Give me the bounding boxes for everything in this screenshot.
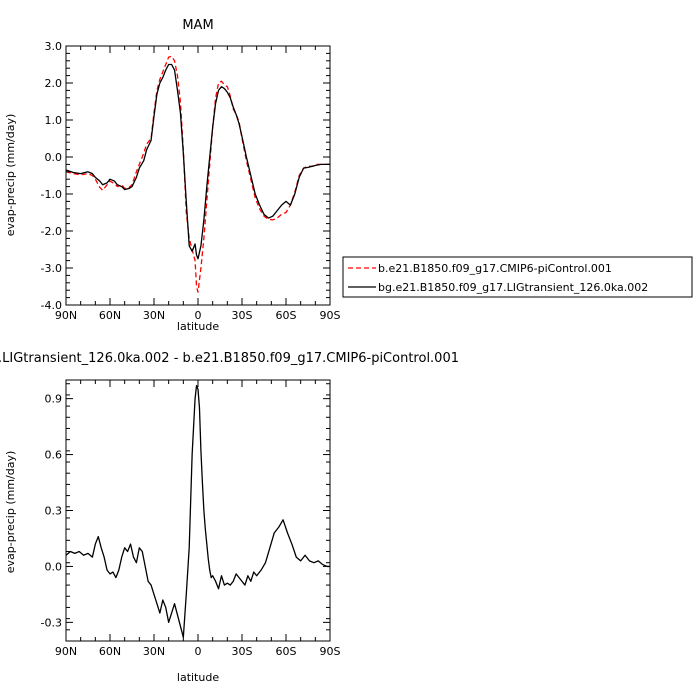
mam-panel-frame: [65, 45, 331, 306]
mam-x-tick-label: 30N: [143, 309, 165, 322]
mam-x-tick-label: 60S: [276, 309, 297, 322]
mam-y-tick-label: 2.0: [45, 77, 63, 90]
difference-x-tick-label: 30N: [143, 645, 165, 658]
mam-x-tick-label: 30S: [232, 309, 253, 322]
legend-box: [342, 256, 693, 298]
legend: b.e21.B1850.f09_g17.CMIP6-piControl.001 …: [342, 256, 693, 298]
difference-panel-frame: [65, 379, 331, 642]
difference-y-tick-label: 0.3: [45, 505, 63, 518]
mam-panel: MAM latitude evap-precip (mm/day) 90N 60N…: [4, 18, 341, 333]
difference-x-tick-label: 0: [195, 645, 202, 658]
mam-series-line-1: [65, 63, 330, 260]
difference-x-tick-label: 30S: [232, 645, 253, 658]
difference-panel: .LIGtransient_126.0ka.002 - b.e21.B1850.…: [0, 351, 459, 684]
difference-x-tick-label: 90S: [320, 645, 341, 658]
difference-series-line-0: [65, 384, 330, 638]
difference-y-tick-label: -0.3: [41, 616, 62, 629]
legend-label-ligtransient: bg.e21.B1850.f09_g17.LIGtransient_126.0k…: [378, 281, 648, 294]
mam-y-tick-label: 3.0: [45, 40, 63, 53]
legend-label-picontrol: b.e21.B1850.f09_g17.CMIP6-piControl.001: [378, 262, 612, 275]
difference-y-tick-label: 0.6: [45, 449, 63, 462]
mam-y-tick-label: 0.0: [45, 151, 63, 164]
mam-x-tick-label: 0: [195, 309, 202, 322]
difference-x-tick-label: 60N: [99, 645, 121, 658]
difference-panel-title: .LIGtransient_126.0ka.002 - b.e21.B1850.…: [0, 351, 459, 366]
mam-x-tick-label: 90N: [55, 309, 77, 322]
difference-x-tick-label: 90N: [55, 645, 77, 658]
mam-panel-xlabel: latitude: [177, 320, 219, 333]
mam-y-tick-label: -4.0: [41, 299, 62, 312]
mam-panel-title: MAM: [182, 18, 213, 33]
mam-y-tick-label: -3.0: [41, 262, 62, 275]
difference-x-tick-label: 60S: [276, 645, 297, 658]
mam-y-tick-label: -2.0: [41, 225, 62, 238]
mam-y-tick-label: 1.0: [45, 114, 63, 127]
difference-panel-xlabel: latitude: [177, 671, 219, 684]
difference-panel-ylabel: evap-precip (mm/day): [4, 451, 17, 574]
mam-panel-ylabel: evap-precip (mm/day): [4, 114, 17, 237]
mam-x-tick-label: 60N: [99, 309, 121, 322]
difference-y-tick-label: 0.9: [45, 393, 63, 406]
difference-y-tick-label: 0.0: [45, 560, 63, 573]
mam-x-tick-label: 90S: [320, 309, 341, 322]
mam-y-tick-label: -1.0: [41, 188, 62, 201]
